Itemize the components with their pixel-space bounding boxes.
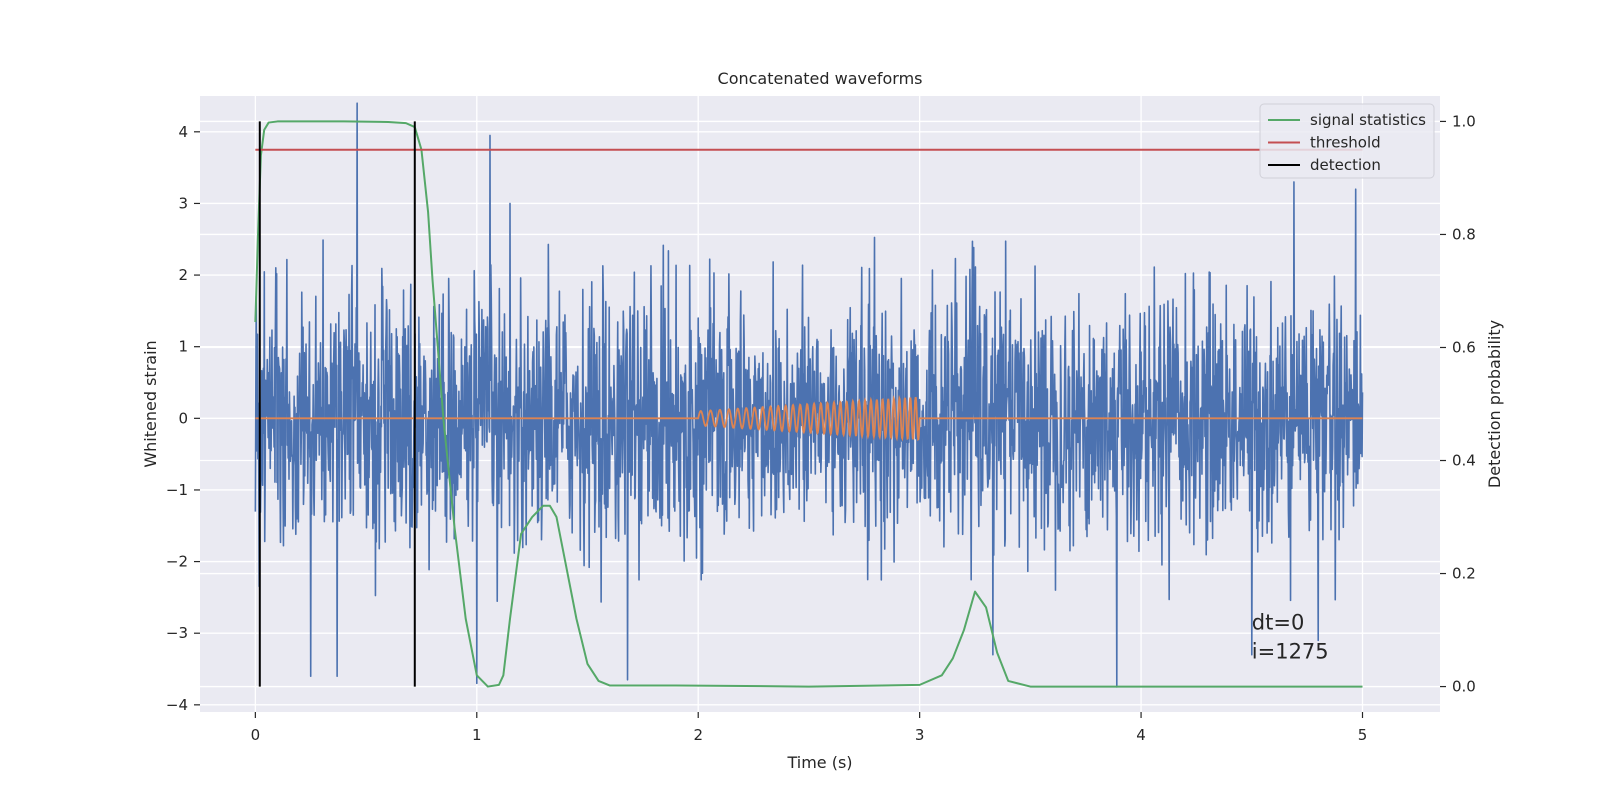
y-tick-label: 1 <box>178 338 188 356</box>
x-axis-label: Time (s) <box>786 753 852 772</box>
x-tick-label: 2 <box>693 726 703 744</box>
legend-box <box>1259 103 1435 179</box>
y-tick-label: 4 <box>178 123 188 141</box>
y-right-tick-label: 0.6 <box>1452 338 1476 356</box>
annotation-dt: dt=0 <box>1252 611 1305 635</box>
y-right-tick-label: 0.2 <box>1452 565 1476 583</box>
y-tick-label: −1 <box>166 481 188 499</box>
y-right-tick-label: 1.0 <box>1452 112 1476 130</box>
probability-series <box>254 120 1363 688</box>
waveform-series <box>255 394 1363 442</box>
y-tick-label: 3 <box>178 194 188 212</box>
x-tick-label: 5 <box>1358 726 1368 744</box>
legend: signal statistics threshold detection <box>1259 103 1435 179</box>
y-tick-label: −2 <box>166 553 188 571</box>
axes: 0 1 2 3 4 5 −4 −3 −2 −1 0 1 2 3 4 0.0 0.2 0.4 0.6 0.8 1.0 <box>166 112 1476 744</box>
chart-title: Concatenated waveforms <box>718 69 923 88</box>
y-tick-label: 0 <box>178 409 188 427</box>
y-right-axis-label: Detection probability <box>1485 320 1504 488</box>
y-axis-label: Whitened strain <box>141 340 160 467</box>
x-tick-label: 4 <box>1136 726 1146 744</box>
y-right-tick-label: 0.8 <box>1452 225 1476 243</box>
x-tick-label: 3 <box>915 726 925 744</box>
annotation-index: i=1275 <box>1252 639 1329 663</box>
signal-statistics-line <box>254 120 1363 688</box>
y-tick-label: −3 <box>166 624 188 642</box>
y-tick-label: 2 <box>178 266 188 284</box>
strain-series <box>254 102 1364 688</box>
y-right-tick-label: 0.0 <box>1452 678 1476 696</box>
strain-line <box>254 102 1364 688</box>
legend-label-signal-statistics: signal statistics <box>1310 111 1426 129</box>
legend-label-threshold: threshold <box>1310 134 1381 152</box>
y-right-tick-label: 0.4 <box>1452 452 1476 470</box>
waveform-line <box>255 394 1363 442</box>
x-tick-label: 0 <box>251 726 261 744</box>
legend-label-detection: detection <box>1310 156 1381 174</box>
y-tick-label: −4 <box>166 696 188 714</box>
x-tick-label: 1 <box>472 726 482 744</box>
